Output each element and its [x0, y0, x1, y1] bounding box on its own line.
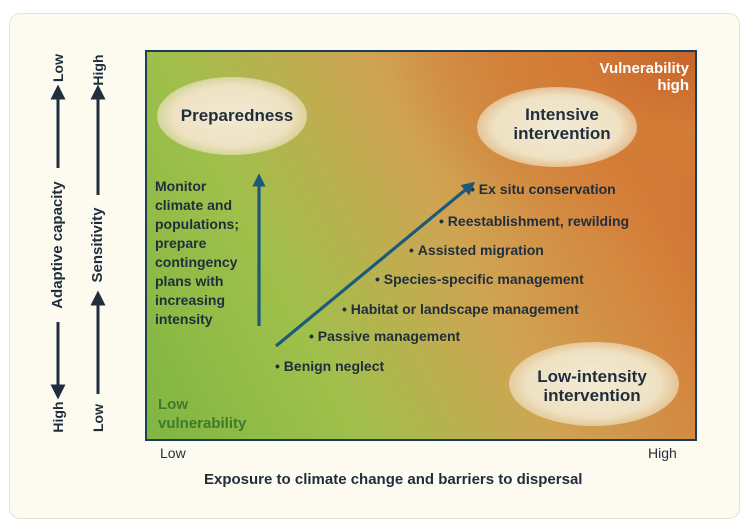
preparedness-line: prepare	[155, 235, 207, 251]
x-axis-low-label: Low	[160, 445, 186, 461]
x-axis-high-label: High	[648, 445, 677, 461]
preparedness-label: Preparedness	[180, 106, 294, 125]
low-intensity-intervention-ellipse	[509, 342, 679, 426]
intensive-line2: intervention	[513, 124, 611, 143]
preparedness-line: climate and	[155, 197, 233, 213]
preparedness-description: Monitor climate and populations; prepare…	[155, 177, 239, 329]
low-intensity-intervention-label: Low-intensity intervention	[507, 367, 677, 405]
preparedness-line: plans with	[155, 273, 224, 289]
preparedness-line: contingency	[155, 254, 238, 270]
vulnerability-high-label: Vulnerability high	[549, 60, 689, 94]
strategy-species-specific-management: Species-specific management	[375, 271, 584, 287]
strategy-reestablishment-rewilding: Reestablishment, rewilding	[439, 213, 629, 229]
preparedness-line: populations;	[155, 216, 239, 232]
preparedness-line: intensity	[155, 311, 213, 327]
intervention-arrow	[274, 181, 476, 348]
low-vulnerability-label: Low vulnerability	[158, 395, 246, 433]
preparedness-line: Monitor	[155, 178, 207, 194]
low-vulnerability-line1: Low	[158, 396, 188, 413]
strategy-passive-management: Passive management	[309, 328, 460, 344]
intensive-intervention-label: Intensive intervention	[477, 105, 647, 143]
strategy-habitat-management: Habitat or landscape management	[342, 301, 579, 317]
strategy-benign-neglect: Benign neglect	[275, 358, 384, 374]
vulnerability-panel: Vulnerability high Preparedness Intensiv…	[145, 50, 697, 441]
intensive-intervention-ellipse	[477, 87, 637, 167]
x-axis-title: Exposure to climate change and barriers …	[204, 471, 583, 488]
low-vulnerability-line2: vulnerability	[158, 415, 247, 432]
vulnerability-high-line2: high	[657, 77, 689, 94]
low-intensity-line2: intervention	[543, 386, 641, 405]
preparedness-line: increasing	[155, 292, 226, 308]
strategy-ex-situ-conservation: Ex situ conservation	[470, 181, 616, 197]
vulnerability-high-line1: Vulnerability	[599, 60, 689, 77]
strategy-assisted-migration: Assisted migration	[409, 242, 544, 258]
intensive-line1: Intensive	[525, 105, 599, 124]
low-intensity-line1: Low-intensity	[537, 367, 647, 386]
preparedness-ellipse	[157, 77, 307, 155]
